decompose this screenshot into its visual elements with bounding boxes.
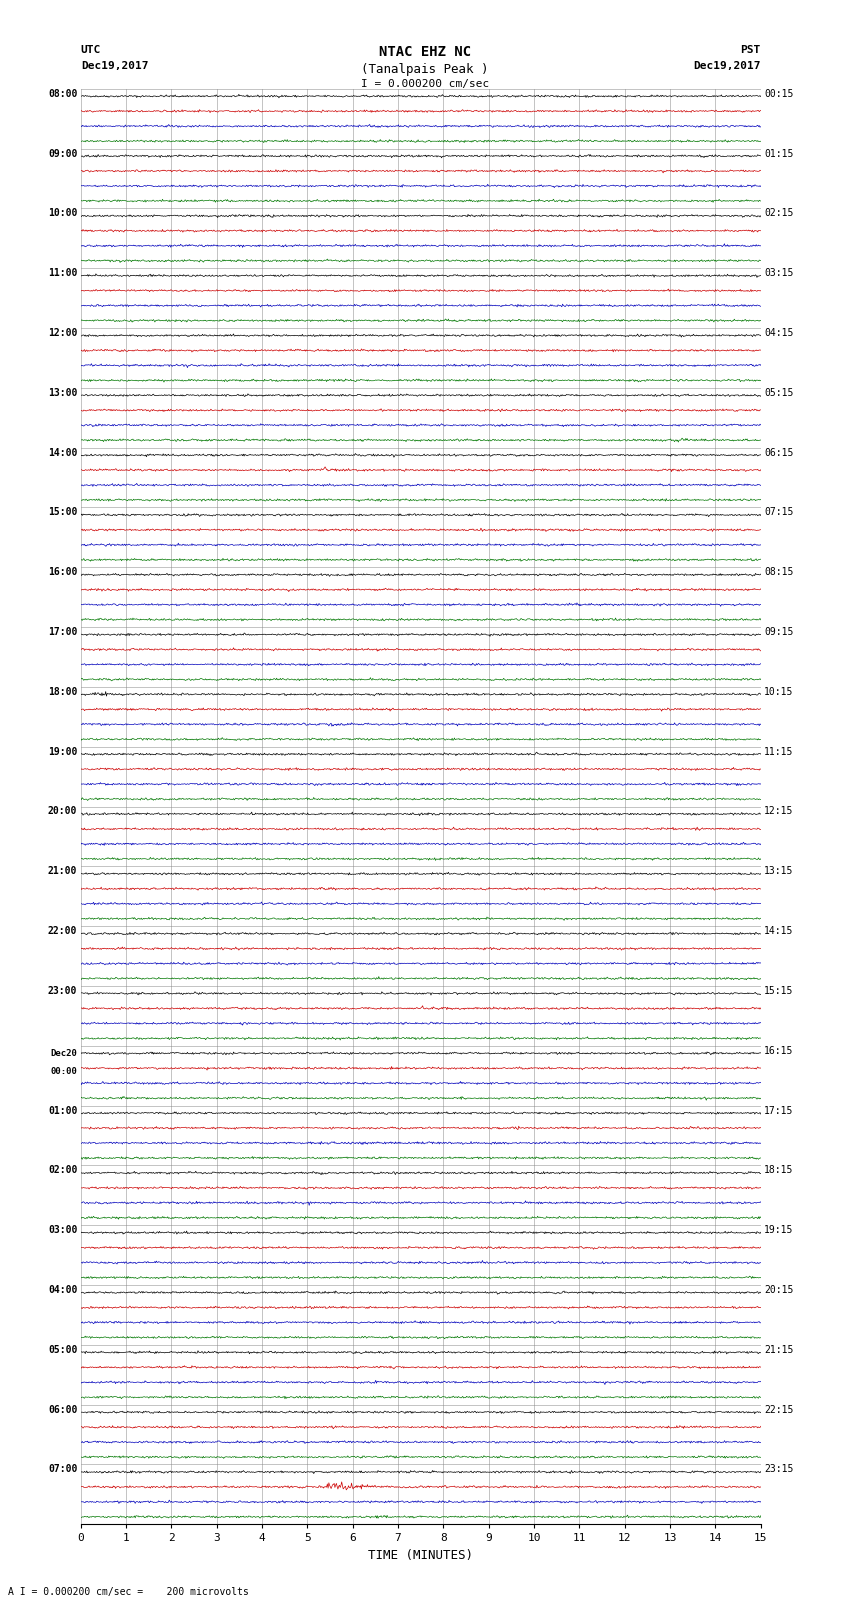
Text: 03:15: 03:15 [764, 268, 794, 277]
Text: 06:15: 06:15 [764, 448, 794, 458]
Text: 12:00: 12:00 [48, 327, 77, 339]
Text: 23:15: 23:15 [764, 1465, 794, 1474]
Text: Dec19,2017: Dec19,2017 [81, 61, 148, 71]
Text: A I = 0.000200 cm/sec =    200 microvolts: A I = 0.000200 cm/sec = 200 microvolts [8, 1587, 249, 1597]
Text: 13:15: 13:15 [764, 866, 794, 876]
Text: Dec19,2017: Dec19,2017 [694, 61, 761, 71]
Text: 23:00: 23:00 [48, 986, 77, 995]
Text: 04:15: 04:15 [764, 327, 794, 339]
Text: 22:00: 22:00 [48, 926, 77, 936]
Text: 07:00: 07:00 [48, 1465, 77, 1474]
X-axis label: TIME (MINUTES): TIME (MINUTES) [368, 1548, 473, 1561]
Text: 18:00: 18:00 [48, 687, 77, 697]
Text: 21:00: 21:00 [48, 866, 77, 876]
Text: 17:15: 17:15 [764, 1105, 794, 1116]
Text: 07:15: 07:15 [764, 508, 794, 518]
Text: 18:15: 18:15 [764, 1165, 794, 1176]
Text: Dec20: Dec20 [50, 1048, 77, 1058]
Text: 01:15: 01:15 [764, 148, 794, 158]
Text: 02:00: 02:00 [48, 1165, 77, 1176]
Text: 17:00: 17:00 [48, 627, 77, 637]
Text: 19:00: 19:00 [48, 747, 77, 756]
Text: 02:15: 02:15 [764, 208, 794, 218]
Text: 04:00: 04:00 [48, 1286, 77, 1295]
Text: 19:15: 19:15 [764, 1226, 794, 1236]
Text: 21:15: 21:15 [764, 1345, 794, 1355]
Text: 20:15: 20:15 [764, 1286, 794, 1295]
Text: 09:15: 09:15 [764, 627, 794, 637]
Text: 14:15: 14:15 [764, 926, 794, 936]
Text: 05:15: 05:15 [764, 387, 794, 398]
Text: 06:00: 06:00 [48, 1405, 77, 1415]
Text: 14:00: 14:00 [48, 448, 77, 458]
Text: UTC: UTC [81, 45, 101, 55]
Text: 11:00: 11:00 [48, 268, 77, 277]
Text: 15:00: 15:00 [48, 508, 77, 518]
Text: 13:00: 13:00 [48, 387, 77, 398]
Text: 15:15: 15:15 [764, 986, 794, 995]
Text: 12:15: 12:15 [764, 806, 794, 816]
Text: 22:15: 22:15 [764, 1405, 794, 1415]
Text: 10:00: 10:00 [48, 208, 77, 218]
Text: 16:15: 16:15 [764, 1045, 794, 1057]
Text: PST: PST [740, 45, 761, 55]
Text: NTAC EHZ NC: NTAC EHZ NC [379, 45, 471, 60]
Text: (Tanalpais Peak ): (Tanalpais Peak ) [361, 63, 489, 76]
Text: I = 0.000200 cm/sec: I = 0.000200 cm/sec [361, 79, 489, 89]
Text: 00:15: 00:15 [764, 89, 794, 98]
Text: 01:00: 01:00 [48, 1105, 77, 1116]
Text: 11:15: 11:15 [764, 747, 794, 756]
Text: 08:15: 08:15 [764, 568, 794, 577]
Text: 08:00: 08:00 [48, 89, 77, 98]
Text: 03:00: 03:00 [48, 1226, 77, 1236]
Text: 09:00: 09:00 [48, 148, 77, 158]
Text: 05:00: 05:00 [48, 1345, 77, 1355]
Text: 10:15: 10:15 [764, 687, 794, 697]
Text: 16:00: 16:00 [48, 568, 77, 577]
Text: 00:00: 00:00 [50, 1066, 77, 1076]
Text: 20:00: 20:00 [48, 806, 77, 816]
